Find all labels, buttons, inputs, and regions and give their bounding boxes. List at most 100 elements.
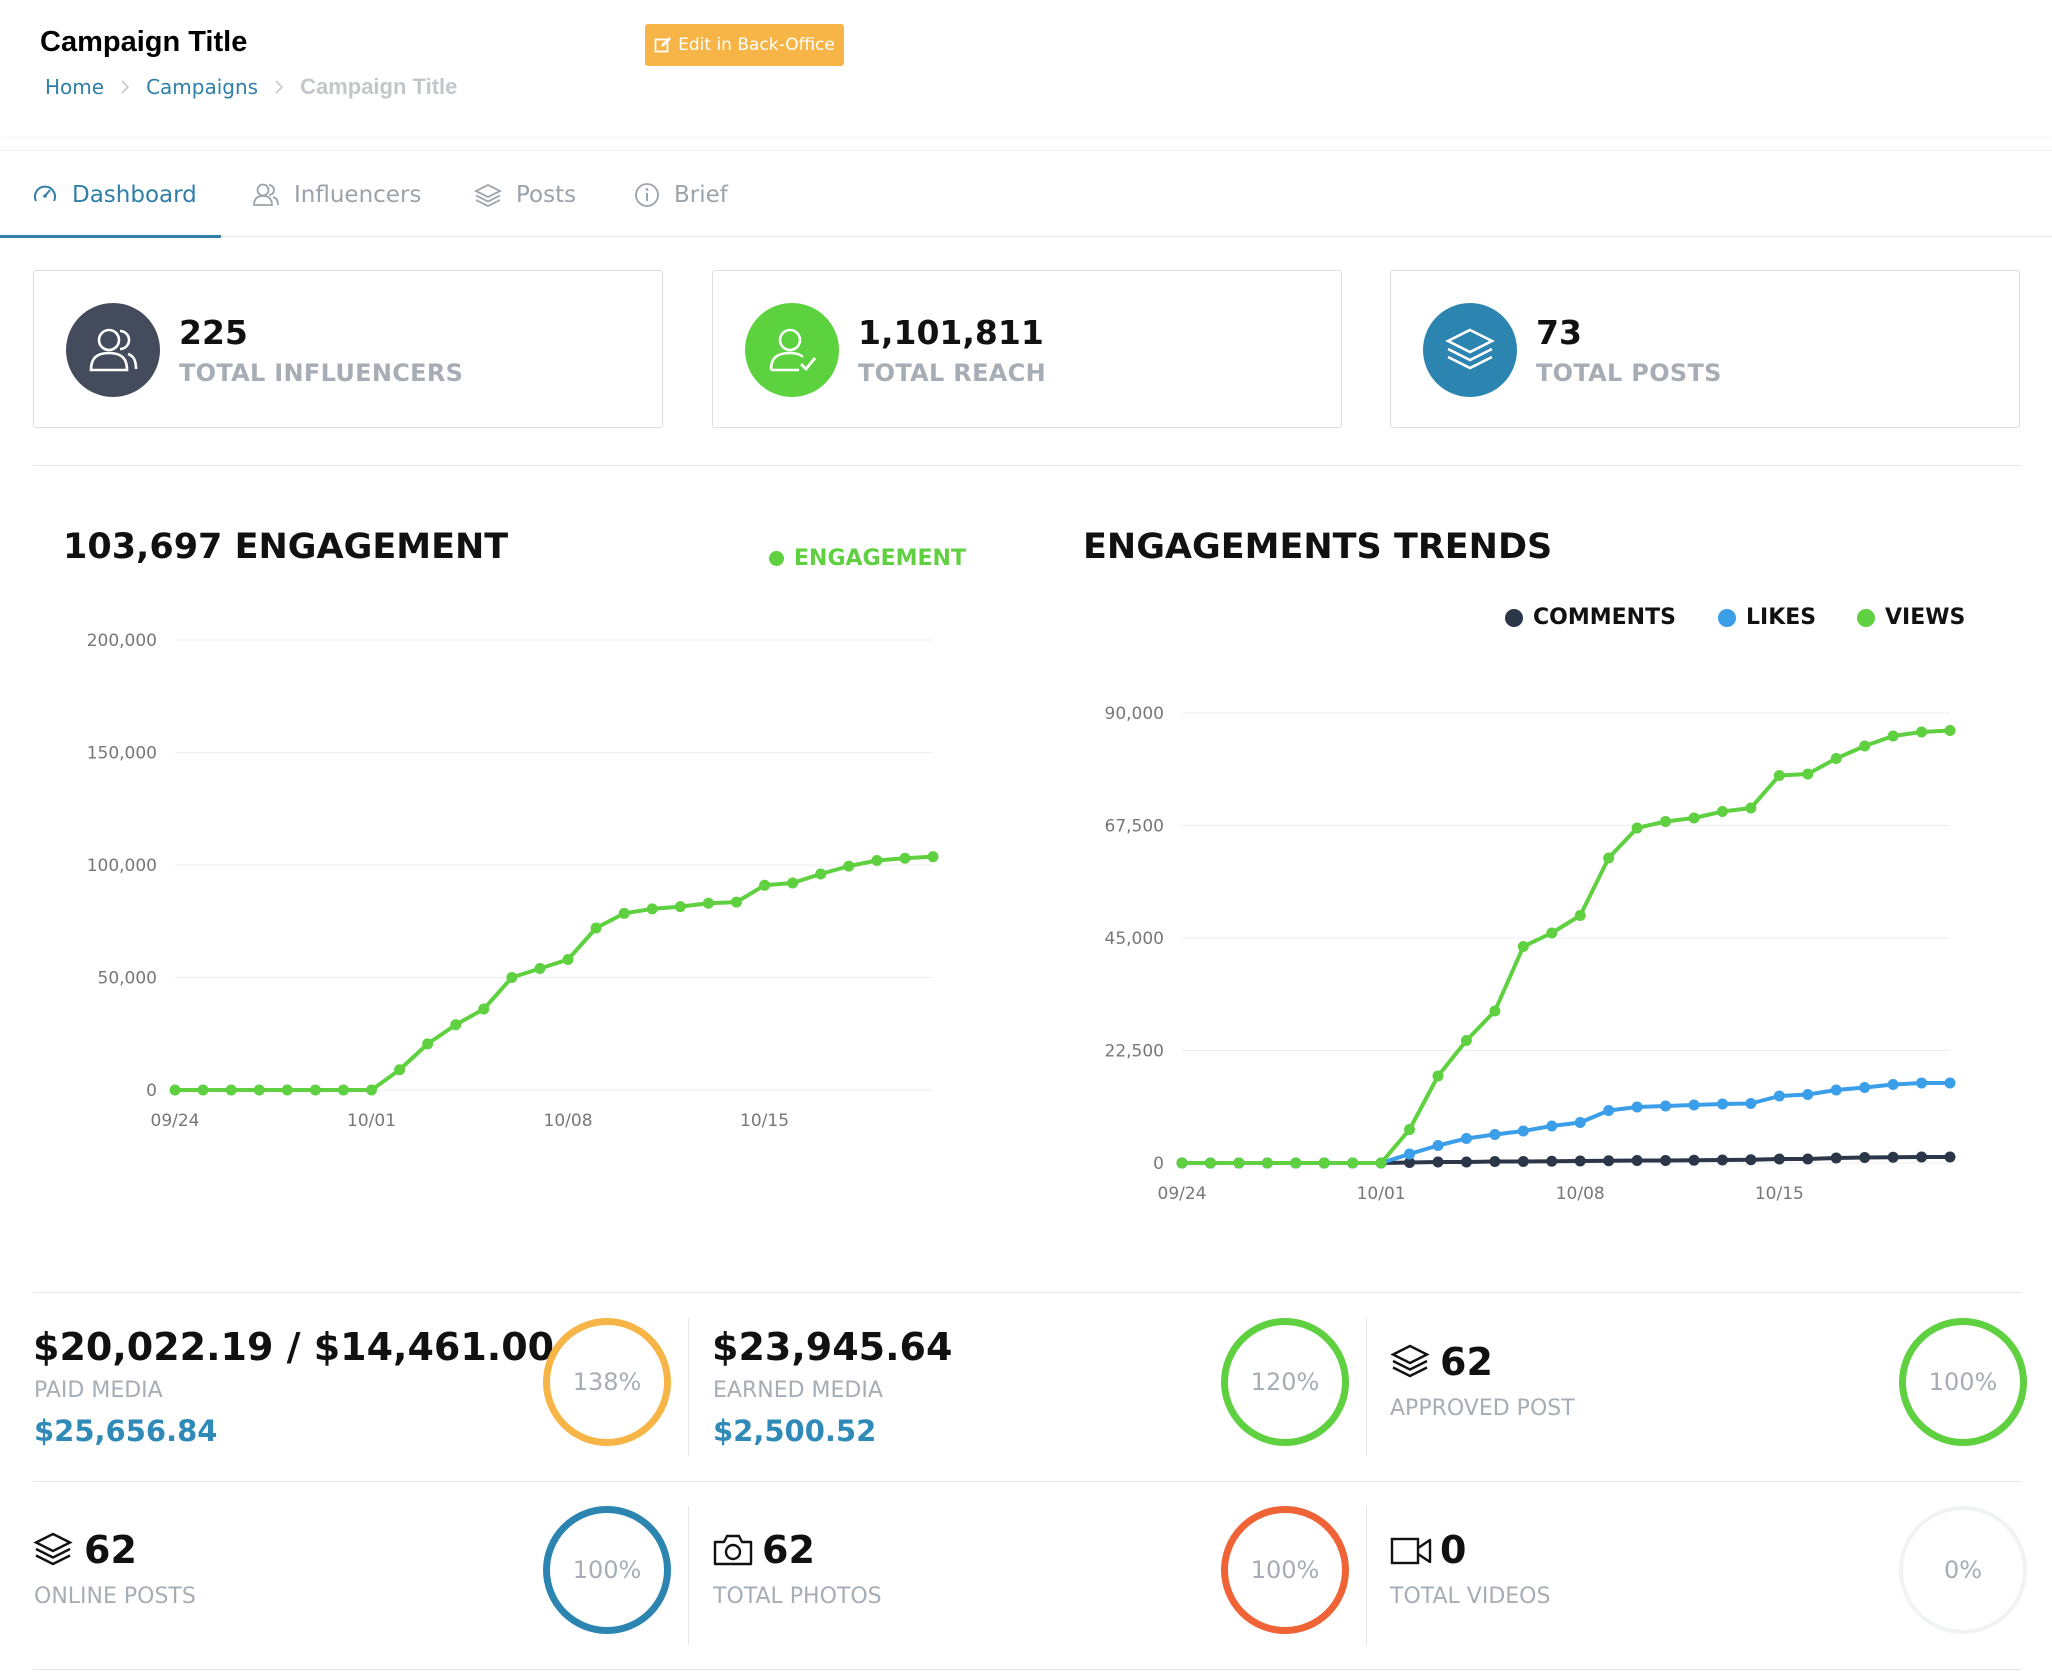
data-point[interactable]	[450, 1019, 462, 1031]
data-point[interactable]	[1944, 1077, 1956, 1089]
data-point[interactable]	[225, 1084, 237, 1096]
data-point[interactable]	[1460, 1035, 1472, 1046]
data-point[interactable]	[1546, 927, 1558, 939]
tab-influencers[interactable]: Influencers	[252, 151, 421, 238]
data-point[interactable]	[506, 972, 518, 983]
edit-in-back-office-button[interactable]: Edit in Back-Office	[645, 24, 844, 66]
data-point[interactable]	[1916, 726, 1928, 738]
data-point[interactable]	[1631, 1101, 1643, 1113]
data-point[interactable]	[1375, 1157, 1387, 1169]
breadcrumb-home[interactable]: Home	[45, 75, 105, 99]
data-point[interactable]	[366, 1084, 378, 1096]
data-point[interactable]	[1432, 1070, 1444, 1082]
data-point[interactable]	[1859, 1152, 1871, 1163]
data-point[interactable]	[1546, 1155, 1558, 1167]
data-point[interactable]	[562, 954, 574, 965]
data-point[interactable]	[1830, 1152, 1842, 1164]
trends-legend-likes[interactable]: LIKES	[1718, 605, 1816, 630]
data-point[interactable]	[1859, 1082, 1871, 1093]
data-point[interactable]	[1261, 1157, 1273, 1169]
data-point[interactable]	[1887, 730, 1899, 742]
data-point[interactable]	[1432, 1156, 1444, 1168]
data-point[interactable]	[1916, 1151, 1928, 1163]
data-point[interactable]	[843, 860, 855, 872]
data-point[interactable]	[1688, 1099, 1700, 1111]
breadcrumb-campaigns[interactable]: Campaigns	[146, 75, 259, 99]
data-point[interactable]	[1802, 1153, 1814, 1165]
tab-dashboard[interactable]: Dashboard	[32, 151, 197, 238]
trends-legend-comments[interactable]: COMMENTS	[1505, 605, 1676, 630]
data-point[interactable]	[1773, 1090, 1785, 1102]
data-point[interactable]	[1830, 1084, 1842, 1096]
data-point[interactable]	[1688, 812, 1700, 824]
data-point[interactable]	[1204, 1157, 1216, 1169]
data-point[interactable]	[730, 896, 742, 908]
data-point[interactable]	[1517, 941, 1529, 952]
data-point[interactable]	[1233, 1157, 1245, 1169]
engagement-legend[interactable]: ENGAGEMENT	[769, 546, 966, 571]
data-point[interactable]	[1830, 753, 1842, 764]
data-point[interactable]	[1944, 725, 1956, 736]
data-point[interactable]	[787, 877, 799, 889]
data-point[interactable]	[1603, 1105, 1615, 1116]
data-point[interactable]	[1716, 806, 1728, 817]
data-point[interactable]	[1859, 740, 1871, 752]
data-point[interactable]	[1660, 1155, 1672, 1166]
data-point[interactable]	[1802, 1089, 1814, 1100]
data-point[interactable]	[1404, 1148, 1416, 1160]
data-point[interactable]	[394, 1064, 406, 1076]
data-point[interactable]	[1887, 1079, 1899, 1090]
data-point[interactable]	[1688, 1154, 1700, 1166]
data-point[interactable]	[871, 855, 883, 866]
data-point[interactable]	[1773, 1153, 1785, 1165]
data-point[interactable]	[1745, 1154, 1757, 1166]
data-point[interactable]	[1489, 1156, 1501, 1167]
data-point[interactable]	[1546, 1120, 1558, 1132]
data-point[interactable]	[1318, 1157, 1330, 1169]
data-point[interactable]	[1489, 1129, 1501, 1140]
data-point[interactable]	[1517, 1125, 1529, 1137]
data-point[interactable]	[1574, 1155, 1586, 1167]
data-point[interactable]	[618, 907, 630, 919]
data-point[interactable]	[1432, 1140, 1444, 1151]
data-point[interactable]	[1660, 1100, 1672, 1112]
data-point[interactable]	[1603, 1155, 1615, 1167]
data-point[interactable]	[1404, 1157, 1416, 1168]
data-point[interactable]	[197, 1084, 209, 1096]
data-point[interactable]	[1517, 1156, 1529, 1167]
tab-brief[interactable]: Brief	[634, 151, 728, 238]
data-point[interactable]	[1603, 852, 1615, 864]
data-point[interactable]	[1887, 1151, 1899, 1163]
data-point[interactable]	[1745, 1098, 1757, 1109]
data-point[interactable]	[1716, 1098, 1728, 1110]
data-point[interactable]	[674, 901, 686, 913]
data-point[interactable]	[1290, 1157, 1302, 1169]
trends-legend-views[interactable]: VIEWS	[1857, 605, 1965, 630]
data-point[interactable]	[281, 1084, 293, 1096]
data-point[interactable]	[1660, 816, 1672, 827]
data-point[interactable]	[253, 1084, 265, 1096]
data-point[interactable]	[590, 922, 602, 934]
data-point[interactable]	[815, 868, 827, 880]
data-point[interactable]	[1176, 1157, 1188, 1169]
data-point[interactable]	[1574, 910, 1586, 921]
data-point[interactable]	[1916, 1077, 1928, 1089]
data-point[interactable]	[422, 1038, 434, 1050]
tab-posts[interactable]: Posts	[474, 151, 576, 238]
data-point[interactable]	[337, 1084, 349, 1096]
data-point[interactable]	[1460, 1156, 1472, 1168]
data-point[interactable]	[478, 1003, 490, 1015]
data-point[interactable]	[1716, 1154, 1728, 1166]
data-point[interactable]	[169, 1084, 181, 1096]
data-point[interactable]	[1404, 1124, 1416, 1135]
data-point[interactable]	[927, 851, 939, 863]
data-point[interactable]	[1631, 822, 1643, 834]
data-point[interactable]	[702, 897, 714, 909]
data-point[interactable]	[1745, 802, 1757, 814]
data-point[interactable]	[1574, 1117, 1586, 1128]
data-point[interactable]	[1347, 1157, 1359, 1169]
data-point[interactable]	[309, 1084, 321, 1096]
data-point[interactable]	[899, 852, 911, 864]
data-point[interactable]	[1802, 768, 1814, 780]
data-point[interactable]	[1944, 1151, 1956, 1163]
